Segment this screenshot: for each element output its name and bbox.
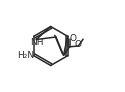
Text: O: O — [75, 40, 82, 49]
Text: H₂N: H₂N — [18, 51, 35, 60]
Text: NH: NH — [30, 38, 44, 47]
Text: O: O — [70, 34, 76, 43]
